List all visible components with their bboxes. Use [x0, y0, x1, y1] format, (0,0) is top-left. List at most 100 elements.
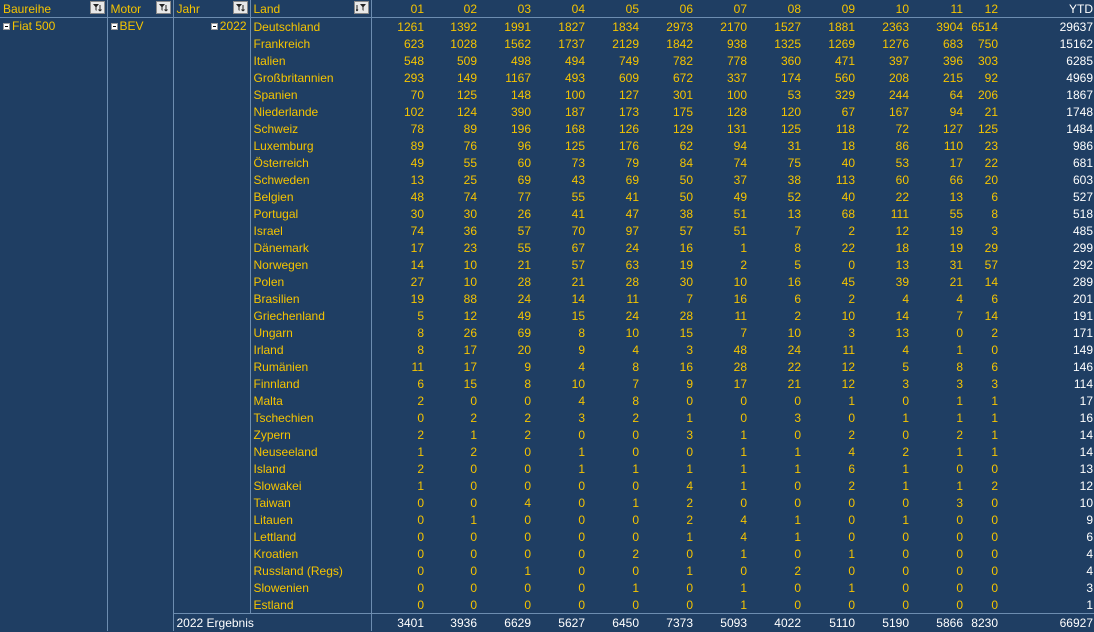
month-value-cell: 17 [463, 342, 477, 357]
land-cell: Dänemark [250, 239, 372, 256]
month-value-cell: 3 [686, 427, 693, 442]
month-value-cell: 36 [463, 223, 477, 238]
table-row: Spanien 70 125 148 100 127 301 100 53 329 244 64 206… [0, 86, 1094, 103]
month-value-cell: 17 [463, 359, 477, 374]
month-value-cell: 125 [780, 121, 801, 136]
collapse-minus-icon[interactable] [3, 23, 10, 31]
land-cell: Rumänien [250, 358, 372, 375]
month-value-cell: 397 [888, 53, 909, 68]
land-cell: Spanien [250, 86, 372, 103]
month-value-cell: 1 [686, 410, 693, 425]
header-row: Baureihe Motor Jahr [0, 0, 1094, 18]
month-value-cell: 11 [842, 342, 855, 357]
table-row: Malta 2 0 0 4 8 0 0 0 1 0 1 1 17 [0, 392, 1094, 409]
month-value-cell: 1827 [558, 19, 585, 34]
month-value-cell: 623 [403, 36, 424, 51]
motor-cell[interactable]: BEV [107, 17, 174, 631]
table-row: Estland 0 0 0 0 0 0 1 0 0 0 0 0 1 [0, 596, 1094, 614]
month-value-cell: 8 [524, 376, 531, 391]
month-value-cell: 16 [679, 240, 693, 255]
month-value-cell: 3 [902, 376, 909, 391]
month-value-cell: 0 [686, 546, 693, 561]
month-value-cell: 0 [632, 444, 639, 459]
month-value-cell: 129 [672, 121, 693, 136]
month-value-cell: 100 [564, 87, 585, 102]
table-row: Israel 74 36 57 70 97 57 51 7 2 12 19 3 485 [0, 222, 1094, 239]
month-value-cell: 1 [991, 393, 998, 408]
filter-icon[interactable] [232, 1, 248, 14]
month-value-cell: 8 [632, 359, 639, 374]
month-value-cell: 64 [949, 87, 963, 102]
month-value-cell: 55 [463, 155, 477, 170]
land-cell: Norwegen [250, 256, 372, 273]
month-value-cell: 8 [956, 359, 963, 374]
ytd-value-cell: 10 [1079, 495, 1093, 510]
header-baureihe-label: Baureihe [3, 1, 52, 16]
collapse-minus-icon[interactable] [210, 23, 218, 31]
total-value-cell: 7373 [642, 613, 696, 631]
month-value-cell: 15 [679, 325, 693, 340]
month-value-cell: 77 [517, 189, 531, 204]
month-value-cell: 1 [470, 427, 477, 442]
month-value-cell: 26 [463, 325, 477, 340]
jahr-cell[interactable]: 2022 [173, 17, 251, 614]
month-value-cell: 175 [672, 104, 693, 119]
month-value-cell: 74 [410, 223, 424, 238]
filter-icon[interactable] [155, 1, 171, 14]
month-value-cell: 13 [949, 189, 963, 204]
land-cell: Lettland [250, 528, 372, 545]
ytd-value-cell: 299 [1072, 240, 1093, 255]
ytd-value-cell: 485 [1072, 223, 1093, 238]
ytd-value-cell: 3 [1086, 580, 1093, 595]
month-value-cell: 208 [888, 70, 909, 85]
baureihe-cell[interactable]: Fiat 500 [0, 17, 108, 631]
month-value-cell: 18 [841, 138, 855, 153]
table-row: Tschechien 0 2 2 3 2 1 0 3 0 1 1 1 16 [0, 409, 1094, 426]
sort-filter-icon[interactable] [353, 1, 369, 14]
month-value-cell: 1 [991, 427, 998, 442]
total-label: 2022 Ergebnis [173, 613, 372, 631]
month-value-cell: 0 [470, 495, 477, 510]
month-value-cell: 19 [410, 291, 424, 306]
header-month: 01 [371, 0, 427, 18]
month-value-cell: 7 [794, 223, 801, 238]
month-value-cell: 23 [463, 240, 477, 255]
header-month: 04 [534, 0, 588, 18]
month-value-cell: 1 [632, 461, 639, 476]
month-value-cell: 24 [787, 342, 801, 357]
month-value-cell: 0 [417, 495, 424, 510]
month-value-cell: 0 [417, 410, 424, 425]
month-value-cell: 13 [895, 257, 909, 272]
month-value-cell: 1 [686, 529, 693, 544]
month-value-cell: 57 [679, 223, 693, 238]
month-value-cell: 10 [733, 274, 747, 289]
month-value-cell: 8 [417, 342, 424, 357]
month-value-cell: 57 [984, 257, 998, 272]
month-value-cell: 1 [848, 393, 855, 408]
month-value-cell: 19 [679, 257, 693, 272]
month-value-cell: 303 [977, 53, 998, 68]
month-value-cell: 8 [794, 240, 801, 255]
month-value-cell: 3 [578, 410, 585, 425]
total-value-cell: 5190 [858, 613, 912, 631]
month-value-cell: 1 [740, 546, 747, 561]
month-value-cell: 1 [956, 342, 963, 357]
month-value-cell: 51 [733, 206, 747, 221]
month-value-cell: 0 [632, 563, 639, 578]
month-value-cell: 4 [902, 291, 909, 306]
month-value-cell: 28 [733, 359, 747, 374]
month-value-cell: 0 [524, 512, 531, 527]
month-value-cell: 0 [470, 563, 477, 578]
collapse-minus-icon[interactable] [110, 23, 118, 31]
filter-icon[interactable] [89, 1, 105, 14]
month-value-cell: 97 [625, 223, 639, 238]
land-cell: Zypern [250, 426, 372, 443]
month-value-cell: 14 [895, 308, 909, 323]
month-value-cell: 0 [794, 478, 801, 493]
ytd-value-cell: 1484 [1066, 121, 1093, 136]
month-value-cell: 86 [895, 138, 909, 153]
month-value-cell: 37 [733, 172, 747, 187]
month-value-cell: 70 [410, 87, 424, 102]
month-value-cell: 1 [740, 427, 747, 442]
month-value-cell: 57 [517, 223, 531, 238]
